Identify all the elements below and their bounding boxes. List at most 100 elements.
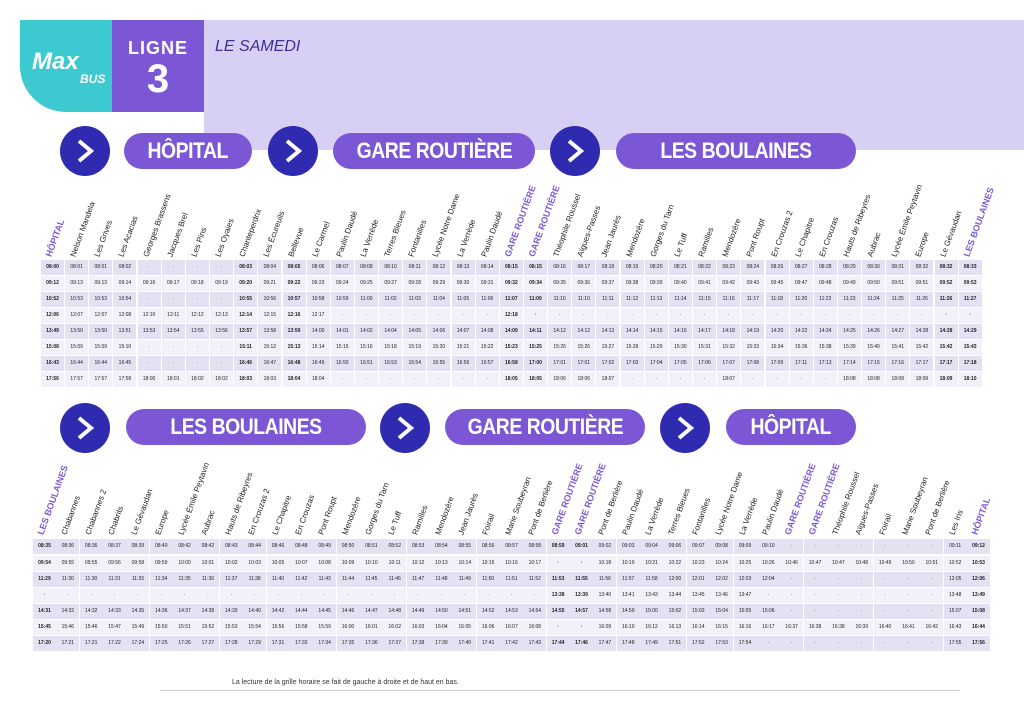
time-cell: 15:13 [282,340,306,355]
time-cell: 16:05 [453,620,477,635]
stop-header: Georges Brassens [138,180,172,260]
time-cell: 08:26 [765,260,789,275]
time-cell: · [910,308,934,323]
time-cell: 11:48 [429,572,453,587]
time-cell: 09:08 [710,539,734,554]
time-cell: 17:39 [429,636,453,651]
stop-name: Les Oyaies [213,217,236,258]
time-cell: 18:09 [934,372,958,387]
stop-header: Paulin Daudé [476,180,504,260]
time-cell: 11:31 [103,572,127,587]
time-cell: 08:42 [196,539,220,554]
time-cell: 16:56 [451,356,475,371]
time-cell: 14:27 [886,324,910,339]
stop-header: Aïgues-Passes [850,458,881,538]
time-cell: 13:51 [113,324,137,339]
time-cell: · [873,572,897,587]
time-cell: 14:37 [173,604,197,619]
time-cell: · [644,372,668,387]
time-cell: 09:50 [862,276,886,291]
time-cell: 15:20 [427,340,451,355]
time-cell: 17:24 [126,636,150,651]
time-cell: · [185,356,209,371]
time-cell: 18:05 [499,372,523,387]
time-cell: 17:13 [813,356,837,371]
time-cell: 17:53 [710,636,734,651]
time-cell: 10:47 [803,556,827,571]
time-cell: · [570,620,594,635]
time-cell: 17:11 [789,356,813,371]
time-cell: 09:51 [886,276,910,291]
time-cell: · [137,292,161,307]
time-cell: · [161,356,185,371]
time-cell: 08:05 [282,260,306,275]
stop-name: Le Tuff [672,232,690,258]
stop-name: Pont Roupt [744,217,768,258]
time-cell: 10:49 [873,556,897,571]
time-cell: 10:07 [289,556,313,571]
stop-header: Hauts de Ribeyres [220,458,254,538]
time-cell: 17:37 [383,636,407,651]
stop-header: Mendozère [430,458,455,538]
time-cell: 14:17 [693,324,717,339]
time-cell: · [850,572,874,587]
time-cell: · [572,308,596,323]
time-cell: 08:03 [234,260,258,275]
stop-header: Le Tuff [669,180,693,260]
stop-header: GARE ROUTIÈRE [524,180,562,260]
stop-name: La Verrède [737,496,759,536]
time-cell: 15:53 [219,620,243,635]
time-cell: 11:14 [668,292,692,307]
time-cell: 16:50 [330,356,354,371]
time-cell: · [896,539,920,554]
stop-header: Lycée Notre Dame [710,458,745,538]
time-cell: 11:49 [453,572,477,587]
time-cell: 11:30 [56,572,80,587]
time-cell: · [756,636,780,651]
time-cell: 08:12 [427,260,451,275]
time-cell: 11:30 [79,572,103,587]
time-cell: · [429,588,453,603]
time-cell: 15:42 [910,340,934,355]
time-cell: 15:36 [789,340,813,355]
time-cell: 16:55 [427,356,451,371]
time-cell: 12:03 [733,572,757,587]
time-cell: 15:32 [717,340,741,355]
time-cell: · [789,372,813,387]
destination-gare-routiere: GARE ROUTIÈRE [333,133,535,169]
time-cell: 11:11 [596,292,620,307]
stop-name: Fontanilles [690,496,713,536]
time-cell: 16:43 [943,620,967,635]
stop-name: Fontanilles [406,218,429,258]
time-cell: 08:29 [837,260,861,275]
time-cell: 12:00 [663,572,687,587]
time-cell: 08:00 [41,260,64,275]
stop-header: GARE ROUTIÈRE [570,458,608,538]
stop-name: Foirail [877,512,894,536]
time-cell: 08:07 [330,260,354,275]
time-cell: 09:11 [943,539,967,554]
time-cell: 14:58 [593,604,617,619]
time-cell: 14:24 [813,324,837,339]
time-cell: · [896,572,920,587]
time-cell: 15:38 [813,340,837,355]
time-cell: 17:00 [524,356,547,371]
time-cell: · [803,588,827,603]
time-cell: 17:41 [476,636,500,651]
time-cell: · [765,372,789,387]
time-cell: 12:05 [943,572,967,587]
time-cell: 16:39 [850,620,874,635]
time-cell: · [693,308,717,323]
time-cell: 17:47 [593,636,617,651]
time-cell: 15:15 [330,340,354,355]
time-cell: 13:55 [185,324,209,339]
stop-name: La Verrède [455,218,477,258]
time-cell: 11:33 [126,572,150,587]
stop-header: Chabrits [103,458,127,538]
time-cell: 16:43 [41,356,64,371]
time-cell: 14:54 [523,604,547,619]
time-cell: 08:16 [548,260,572,275]
time-cell: 18:03 [258,372,282,387]
time-cell: 16:17 [756,620,780,635]
time-cell: 09:41 [693,276,717,291]
